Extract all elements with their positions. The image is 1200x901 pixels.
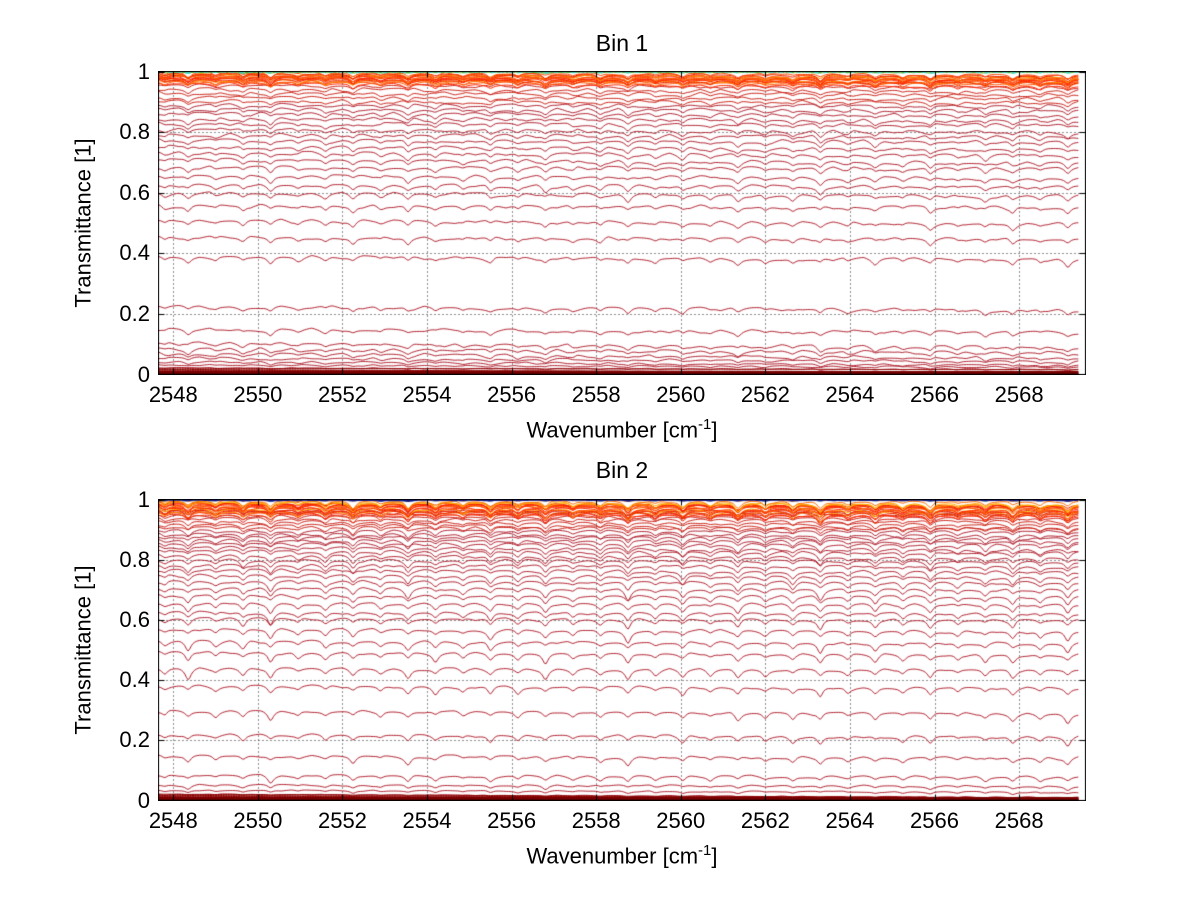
plot2-x-axis-label-post: ] [711,843,718,869]
plot1-x-tick-label: 2562 [740,382,790,407]
plot1-x-tick-label: 2552 [317,382,367,407]
plot2-x-tick-label: 2552 [317,808,367,833]
plot1-x-tick-label: 2564 [825,382,875,407]
plot1-x-axis-label-sup: -1 [698,416,712,433]
plot2-canvas [158,499,1086,801]
plot2-x-axis-label-sup: -1 [698,842,712,859]
plot2-x-tick-label: 2566 [910,808,959,833]
plot2-x-tick-label: 2560 [656,808,706,833]
plot1-y-tick-label: 1 [137,58,150,84]
plot1-x-tick-label: 2548 [148,382,198,407]
plot1-title: Bin 1 [595,30,649,56]
plot2-x-axis-label: Wavenumber [cm-1] [158,842,1086,869]
plot1-x-tick-label: 2558 [571,382,621,407]
plot2-x-tick-label: 2562 [740,808,790,833]
plot2-y-tick-label: 0.4 [119,667,150,693]
plot2-x-tick-label: 2556 [487,808,537,833]
plot2-x-tick-label: 2554 [402,808,452,833]
plot1-x-axis-label-pre: Wavenumber [cm [526,417,699,443]
plot1-x-axis-label-post: ] [711,417,718,443]
plot1-x-axis-label: Wavenumber [cm-1] [158,416,1086,443]
plot1-y-tick-label: 0.8 [119,119,150,145]
plot1-y-tick-label: 0.6 [119,179,150,205]
plot2-x-tick-label: 2564 [825,808,875,833]
plot2-y-tick-label: 0.2 [119,727,150,753]
plot1-y-tick-label: 0.2 [119,300,150,326]
plot1-y-axis-label: Transmittance [1] [70,138,96,308]
plot2-x-tick-label: 2548 [148,808,198,833]
plot2-y-tick-label: 0.8 [119,546,150,572]
plot2-y-tick-label: 1 [137,486,150,512]
plot2-y-axis-label: Transmittance [1] [70,565,96,735]
plot2-title: Bin 2 [595,457,649,483]
plot1-x-tick-label: 2568 [994,382,1044,407]
plot1-y-tick-label: 0 [137,361,150,387]
plot2-x-tick-label: 2550 [233,808,283,833]
plot1-y-tick-label: 0.4 [119,240,150,266]
plot2-x-tick-label: 2568 [994,808,1044,833]
plot2-x-axis-label-pre: Wavenumber [cm [526,843,699,869]
plot1-x-tick-label: 2554 [402,382,452,407]
plot1-x-tick-label: 2550 [233,382,283,407]
plot2-y-tick-label: 0 [137,787,150,813]
plot1-canvas [158,71,1086,375]
plot1-x-tick-label: 2566 [910,382,959,407]
plot2-y-tick-label: 0.6 [119,606,150,632]
plot1-x-tick-label: 2560 [656,382,706,407]
plot2-x-tick-label: 2558 [571,808,621,833]
plot1-x-tick-label: 2556 [487,382,537,407]
